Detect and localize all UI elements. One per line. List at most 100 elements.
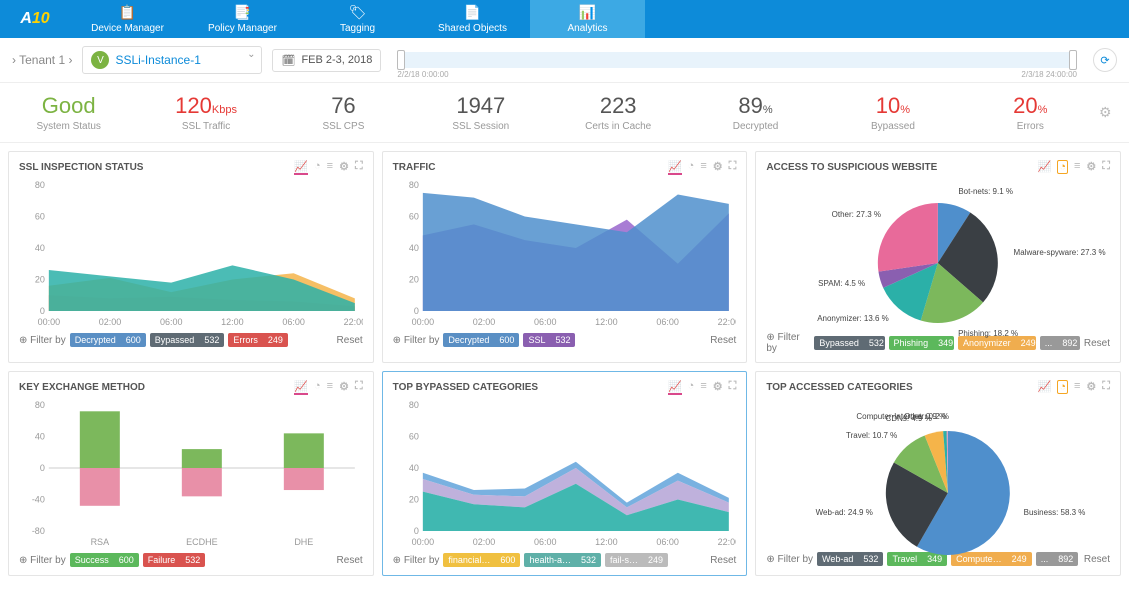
top-nav: A10 📋Device Manager📑Policy Manager🏷Taggi… xyxy=(0,0,1129,38)
stats-bar: GoodSystem Status120KbpsSSL Traffic76SSL… xyxy=(0,83,1129,143)
nav-shared-objects[interactable]: 📄Shared Objects xyxy=(415,0,530,38)
chart-bars-icon[interactable]: ≡ xyxy=(1074,160,1080,174)
filter-row: ⊕ Filter bySuccess600Failure532Reset xyxy=(19,553,363,567)
svg-text:06:00: 06:00 xyxy=(534,537,557,547)
filter-pill[interactable]: Decrypted600 xyxy=(70,333,146,347)
filter-pill[interactable]: Failure532 xyxy=(143,553,206,567)
filter-by-label: ⊕ Filter by xyxy=(19,335,66,346)
svg-text:40: 40 xyxy=(408,463,418,473)
chart-line-icon[interactable]: 📈 xyxy=(294,380,308,395)
svg-text:-40: -40 xyxy=(32,495,45,505)
chart-line-icon[interactable]: 📈 xyxy=(294,160,308,175)
pie-slice-label: Travel: 10.7 % xyxy=(846,431,897,440)
panel-settings-icon[interactable]: ⚙ xyxy=(339,380,349,395)
chart-pie-icon[interactable]: ◔ xyxy=(1057,380,1068,394)
chart-pie-icon[interactable]: ◔ xyxy=(314,380,321,395)
svg-text:06:00: 06:00 xyxy=(656,317,679,327)
nav-device-manager[interactable]: 📋Device Manager xyxy=(70,0,185,38)
date-range-picker[interactable]: 🗓 FEB 2-3, 2018 xyxy=(272,49,381,72)
reset-button[interactable]: Reset xyxy=(710,555,736,566)
stat-system-status: GoodSystem Status xyxy=(0,93,137,132)
stat-ssl-traffic: 120KbpsSSL Traffic xyxy=(137,93,274,132)
svg-text:60: 60 xyxy=(408,212,418,222)
chart-line-icon[interactable]: 📈 xyxy=(1038,160,1052,174)
svg-text:06:00: 06:00 xyxy=(656,537,679,547)
panel-title: TRAFFIC xyxy=(393,162,436,173)
chart-bars-icon[interactable]: ≡ xyxy=(700,380,706,395)
panel-expand-icon[interactable]: ⛶ xyxy=(355,160,363,175)
panel-settings-icon[interactable]: ⚙ xyxy=(713,160,723,175)
filter-pill[interactable]: Decrypted600 xyxy=(443,333,519,347)
filter-pill[interactable]: Errors249 xyxy=(228,333,288,347)
refresh-button[interactable]: ⟳ xyxy=(1093,48,1117,72)
panel-settings-icon[interactable]: ⚙ xyxy=(339,160,349,175)
chart-bars-icon[interactable]: ≡ xyxy=(700,160,706,175)
svg-text:-80: -80 xyxy=(32,526,45,536)
panel-expand-icon[interactable]: ⛶ xyxy=(729,160,737,175)
panel-expand-icon[interactable]: ⛶ xyxy=(1102,380,1110,394)
panel-settings-icon[interactable]: ⚙ xyxy=(713,380,723,395)
pie-slice-label: Web-ad: 24.9 % xyxy=(816,508,873,517)
panel-settings-icon[interactable]: ⚙ xyxy=(1086,160,1096,174)
panel-title: TOP BYPASSED CATEGORIES xyxy=(393,382,538,393)
logo: A10 xyxy=(0,0,70,38)
nav-icon: 📋 xyxy=(119,4,136,21)
chart-pie-icon[interactable]: ◔ xyxy=(688,160,695,175)
svg-text:80: 80 xyxy=(35,400,45,410)
filter-pill[interactable]: SSL532 xyxy=(523,333,575,347)
time-slider[interactable]: 2/2/18 0:00:00 2/3/18 24:00:00 xyxy=(397,52,1077,68)
filter-pill[interactable]: Success600 xyxy=(70,553,139,567)
svg-text:00:00: 00:00 xyxy=(38,317,61,327)
nav-policy-manager[interactable]: 📑Policy Manager xyxy=(185,0,300,38)
svg-text:20: 20 xyxy=(35,275,45,285)
panel-expand-icon[interactable]: ⛶ xyxy=(355,380,363,395)
instance-selector[interactable]: V SSLi-Instance-1 ⌄ xyxy=(82,46,262,74)
filter-pill[interactable]: Bypassed532 xyxy=(150,333,225,347)
chart-area: 02040608000:0002:0006:0012:0006:0022:00 xyxy=(393,399,737,549)
svg-text:60: 60 xyxy=(35,212,45,222)
panel-tools: 📈 ◔ ≡ ⚙ ⛶ xyxy=(668,160,736,175)
chart-pie-icon[interactable]: ◔ xyxy=(688,380,695,395)
settings-icon[interactable]: ⚙ xyxy=(1099,104,1129,121)
slider-handle-end[interactable] xyxy=(1069,50,1077,70)
svg-text:06:00: 06:00 xyxy=(282,317,305,327)
reset-button[interactable]: Reset xyxy=(337,335,363,346)
breadcrumb[interactable]: › Tenant 1 › xyxy=(12,53,72,67)
panel-key-exchange: KEY EXCHANGE METHOD 📈 ◔ ≡ ⚙ ⛶ -80-400408… xyxy=(8,371,374,576)
panel-expand-icon[interactable]: ⛶ xyxy=(729,380,737,395)
svg-text:0: 0 xyxy=(413,306,418,316)
slider-handle-start[interactable] xyxy=(397,50,405,70)
chart-bars-icon[interactable]: ≡ xyxy=(1074,380,1080,394)
panel-expand-icon[interactable]: ⛶ xyxy=(1102,160,1110,174)
panel-title: SSL INSPECTION STATUS xyxy=(19,162,143,173)
chart-bars-icon[interactable]: ≡ xyxy=(327,160,333,175)
panel-header: TOP ACCESSED CATEGORIES 📈 ◔ ≡ ⚙ ⛶ xyxy=(766,380,1110,394)
chart-line-icon[interactable]: 📈 xyxy=(1038,380,1052,394)
nav-icon: 📑 xyxy=(234,4,251,21)
chart-pie-icon[interactable]: ◔ xyxy=(314,160,321,175)
chart-pie-icon[interactable]: ◔ xyxy=(1057,160,1068,174)
svg-text:06:00: 06:00 xyxy=(160,317,183,327)
nav-analytics[interactable]: 📊Analytics xyxy=(530,0,645,38)
svg-text:0: 0 xyxy=(40,306,45,316)
svg-text:40: 40 xyxy=(408,243,418,253)
svg-text:22:00: 22:00 xyxy=(344,317,363,327)
reset-button[interactable]: Reset xyxy=(337,555,363,566)
chart-line-icon[interactable]: 📈 xyxy=(668,160,682,175)
filter-pill[interactable]: fail-s…249 xyxy=(605,553,668,567)
chart-bars-icon[interactable]: ≡ xyxy=(327,380,333,395)
nav-tagging[interactable]: 🏷Tagging xyxy=(300,0,415,38)
chart-line-icon[interactable]: 📈 xyxy=(668,380,682,395)
time-start-label: 2/2/18 0:00:00 xyxy=(397,70,448,79)
chevron-down-icon: ⌄ xyxy=(247,49,255,60)
time-end-label: 2/3/18 24:00:00 xyxy=(1021,70,1077,79)
nav-icon: 📄 xyxy=(464,4,481,21)
pie-slice-label: Other: 27.3 % xyxy=(832,210,881,219)
filter-pill[interactable]: financial…600 xyxy=(443,553,520,567)
filter-pill[interactable]: health-a…532 xyxy=(524,553,601,567)
panel-tools: 📈 ◔ ≡ ⚙ ⛶ xyxy=(294,380,362,395)
reset-button[interactable]: Reset xyxy=(710,335,736,346)
svg-text:80: 80 xyxy=(35,180,45,190)
panel-header: SSL INSPECTION STATUS 📈 ◔ ≡ ⚙ ⛶ xyxy=(19,160,363,175)
panel-settings-icon[interactable]: ⚙ xyxy=(1086,380,1096,394)
